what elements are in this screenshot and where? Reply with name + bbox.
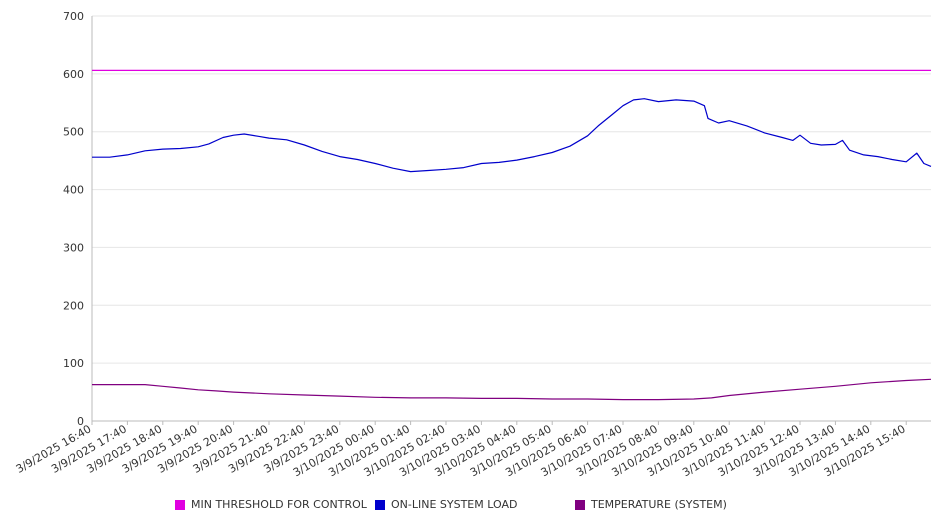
axes bbox=[91, 16, 931, 422]
legend-item-threshold: MIN THRESHOLD FOR CONTROL bbox=[175, 498, 367, 511]
legend-label-system-load: ON-LINE SYSTEM LOAD bbox=[391, 498, 518, 511]
y-axis-ticks: 0 100 200 300 400 500 600 700 bbox=[63, 10, 84, 428]
legend: MIN THRESHOLD FOR CONTROL ON-LINE SYSTEM… bbox=[0, 498, 946, 514]
series-line-2 bbox=[92, 378, 932, 401]
legend-swatch-threshold bbox=[175, 499, 185, 510]
legend-label-threshold: MIN THRESHOLD FOR CONTROL bbox=[191, 498, 367, 511]
legend-item-temperature: TEMPERATURE (SYSTEM) bbox=[575, 498, 727, 511]
series-line-1 bbox=[92, 98, 932, 173]
y-tick-label: 600 bbox=[63, 68, 84, 81]
legend-swatch-temperature bbox=[575, 499, 585, 510]
x-axis-ticks: 3/9/2025 16:403/9/2025 17:403/9/2025 18:… bbox=[14, 421, 908, 479]
y-tick-label: 0 bbox=[77, 415, 84, 428]
y-tick-label: 300 bbox=[63, 241, 84, 254]
legend-swatch-system-load bbox=[375, 499, 385, 510]
y-tick-label: 400 bbox=[63, 184, 84, 197]
legend-item-system-load: ON-LINE SYSTEM LOAD bbox=[375, 498, 517, 511]
legend-label-temperature: TEMPERATURE (SYSTEM) bbox=[591, 498, 727, 511]
y-tick-label: 700 bbox=[63, 10, 84, 23]
y-tick-label: 500 bbox=[63, 126, 84, 139]
y-tick-label: 200 bbox=[63, 299, 84, 312]
gridlines bbox=[92, 15, 931, 422]
series-lines bbox=[92, 69, 932, 401]
y-tick-label: 100 bbox=[63, 357, 84, 370]
